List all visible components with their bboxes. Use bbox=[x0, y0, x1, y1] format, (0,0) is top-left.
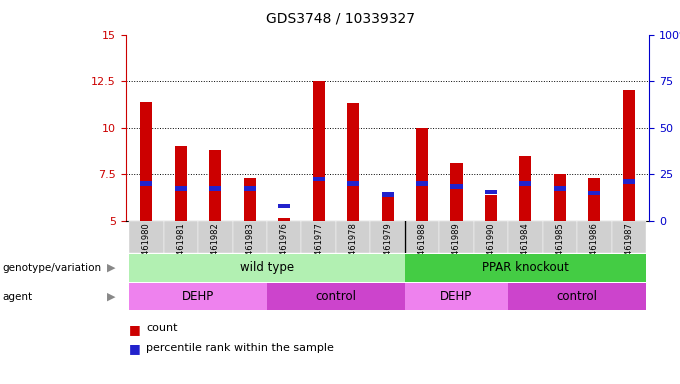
Bar bbox=[405, 221, 439, 253]
Bar bbox=[588, 178, 600, 221]
Bar bbox=[175, 186, 187, 190]
Bar bbox=[336, 221, 371, 253]
Bar bbox=[347, 103, 359, 221]
Text: percentile rank within the sample: percentile rank within the sample bbox=[146, 343, 334, 353]
Text: PPAR knockout: PPAR knockout bbox=[482, 262, 569, 274]
Bar bbox=[141, 102, 152, 221]
Text: wild type: wild type bbox=[240, 262, 294, 274]
Text: ▶: ▶ bbox=[107, 263, 115, 273]
Text: GSM461976: GSM461976 bbox=[279, 222, 289, 273]
Text: agent: agent bbox=[2, 291, 32, 302]
Bar bbox=[267, 221, 301, 253]
Text: GSM461986: GSM461986 bbox=[590, 222, 599, 273]
Text: GSM461989: GSM461989 bbox=[452, 222, 461, 273]
Text: GSM461985: GSM461985 bbox=[556, 222, 564, 273]
Text: count: count bbox=[146, 323, 177, 333]
Bar bbox=[588, 190, 600, 195]
Bar bbox=[450, 163, 462, 221]
Text: GSM461977: GSM461977 bbox=[314, 222, 323, 273]
Bar bbox=[381, 197, 394, 221]
Text: ■: ■ bbox=[129, 323, 141, 336]
Bar bbox=[485, 195, 497, 221]
Text: GSM461980: GSM461980 bbox=[142, 222, 151, 273]
Text: ■: ■ bbox=[129, 343, 141, 356]
Text: control: control bbox=[316, 290, 356, 303]
Text: GSM461982: GSM461982 bbox=[211, 222, 220, 273]
Bar bbox=[416, 181, 428, 186]
Bar bbox=[244, 178, 256, 221]
Bar bbox=[244, 186, 256, 190]
Bar bbox=[209, 150, 222, 221]
Text: GSM461983: GSM461983 bbox=[245, 222, 254, 273]
Bar bbox=[405, 254, 646, 282]
Bar bbox=[611, 221, 646, 253]
Text: DEHP: DEHP bbox=[441, 290, 473, 303]
Bar bbox=[543, 221, 577, 253]
Bar bbox=[209, 186, 222, 190]
Bar bbox=[439, 221, 474, 253]
Bar bbox=[233, 221, 267, 253]
Bar bbox=[508, 283, 646, 311]
Text: GSM461981: GSM461981 bbox=[176, 222, 186, 273]
Bar bbox=[278, 218, 290, 221]
Bar bbox=[508, 221, 543, 253]
Text: DEHP: DEHP bbox=[182, 290, 214, 303]
Text: ▶: ▶ bbox=[107, 291, 115, 302]
Bar bbox=[198, 221, 233, 253]
Bar bbox=[520, 156, 531, 221]
Bar bbox=[313, 81, 325, 221]
Bar bbox=[450, 184, 462, 189]
Bar bbox=[175, 146, 187, 221]
Text: GSM461987: GSM461987 bbox=[624, 222, 633, 273]
Text: GDS3748 / 10339327: GDS3748 / 10339327 bbox=[265, 12, 415, 25]
Bar bbox=[301, 221, 336, 253]
Bar bbox=[554, 174, 566, 221]
Bar bbox=[371, 221, 405, 253]
Bar bbox=[554, 186, 566, 190]
Bar bbox=[416, 128, 428, 221]
Bar bbox=[129, 254, 405, 282]
Text: GSM461990: GSM461990 bbox=[486, 222, 496, 273]
Bar bbox=[577, 221, 611, 253]
Text: genotype/variation: genotype/variation bbox=[2, 263, 101, 273]
Bar bbox=[485, 190, 497, 194]
Bar bbox=[164, 221, 198, 253]
Bar bbox=[267, 283, 405, 311]
Bar bbox=[520, 181, 531, 186]
Text: control: control bbox=[556, 290, 598, 303]
Bar bbox=[129, 221, 164, 253]
Text: GSM461979: GSM461979 bbox=[383, 222, 392, 273]
Text: GSM461988: GSM461988 bbox=[418, 222, 426, 273]
Bar bbox=[623, 179, 634, 184]
Bar bbox=[313, 177, 325, 181]
Bar bbox=[474, 221, 508, 253]
Bar bbox=[381, 192, 394, 197]
Text: GSM461984: GSM461984 bbox=[521, 222, 530, 273]
Bar bbox=[623, 91, 634, 221]
Bar bbox=[141, 181, 152, 186]
Bar bbox=[278, 204, 290, 208]
Bar bbox=[405, 283, 508, 311]
Text: GSM461978: GSM461978 bbox=[349, 222, 358, 273]
Bar bbox=[129, 283, 267, 311]
Bar bbox=[347, 181, 359, 186]
